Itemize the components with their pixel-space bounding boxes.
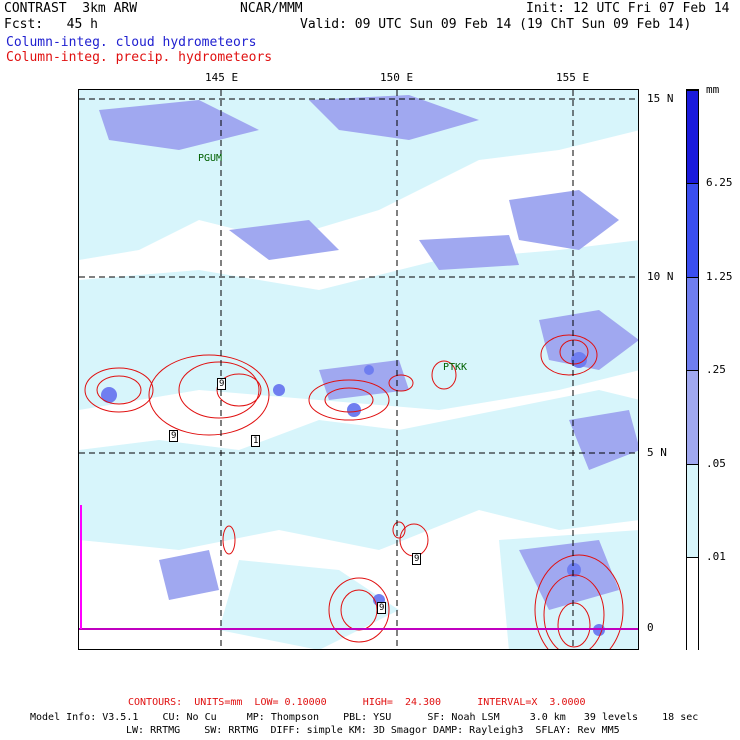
colorbar-segment-3 [687, 277, 698, 370]
station-ptkk: PTKK [443, 362, 468, 373]
cloud-shading-light [79, 90, 638, 649]
lat-label-15n: 15 N [647, 92, 674, 105]
station-pgum: PGUM [198, 153, 223, 164]
valid-time: Valid: 09 UTC Sun 09 Feb 14 (19 ChT Sun … [300, 17, 692, 32]
colorbar-level-label: .05 [706, 457, 726, 470]
contours-info: CONTOURS: UNITS=mm LOW= 0.10000 HIGH= 24… [128, 697, 586, 708]
lon-label-155: 155 E [556, 71, 590, 84]
contour-label: 9 [217, 378, 227, 390]
cloud-shading-medium [99, 95, 638, 610]
colorbar-level-label: 1.25 [706, 270, 733, 283]
lat-lon-grid [79, 90, 638, 649]
init-time: Init: 12 UTC Fri 07 Feb 14 [526, 1, 730, 16]
precip-contours [84, 334, 624, 649]
lat-label-0: 0 [647, 621, 654, 634]
lon-label-150: 150 E [380, 71, 414, 84]
contour-label: 9 [169, 430, 179, 442]
colorbar-segment-6 [687, 557, 698, 651]
model-title: CONTRAST 3km ARW [4, 1, 138, 16]
colorbar-level-label: 6.25 [706, 176, 733, 189]
colorbar-level-label: .01 [706, 550, 726, 563]
colorbar-segment-4 [687, 370, 698, 464]
contour-label: 9 [377, 602, 387, 614]
center-label: NCAR/MMM [240, 1, 303, 16]
lat-label-5n: 5 N [647, 446, 667, 459]
colorbar-segment-1 [687, 90, 698, 183]
model-info-line2: LW: RRTMG SW: RRTMG DIFF: simple KM: 3D … [126, 725, 620, 736]
field-precip-label: Column-integ. precip. hydrometeors [6, 50, 273, 65]
contour-label: 1 [251, 435, 261, 447]
map-field-svg [79, 90, 638, 649]
colorbar-unit: mm [706, 83, 720, 96]
map-panel: PGUM PTKK 9 9 1 9 9 [78, 89, 639, 650]
colorbar [686, 89, 699, 651]
colorbar-segment-2 [687, 183, 698, 277]
contour-label: 9 [412, 553, 422, 565]
forecast-hour: Fcst: 45 h [4, 17, 98, 32]
model-info-line1: Model Info: V3.5.1 CU: No Cu MP: Thompso… [30, 712, 699, 723]
lon-label-145: 145 E [205, 71, 239, 84]
lat-label-10n: 10 N [647, 270, 674, 283]
colorbar-segment-5 [687, 464, 698, 557]
colorbar-level-label: .25 [706, 363, 726, 376]
field-cloud-label: Column-integ. cloud hydrometeors [6, 35, 257, 50]
